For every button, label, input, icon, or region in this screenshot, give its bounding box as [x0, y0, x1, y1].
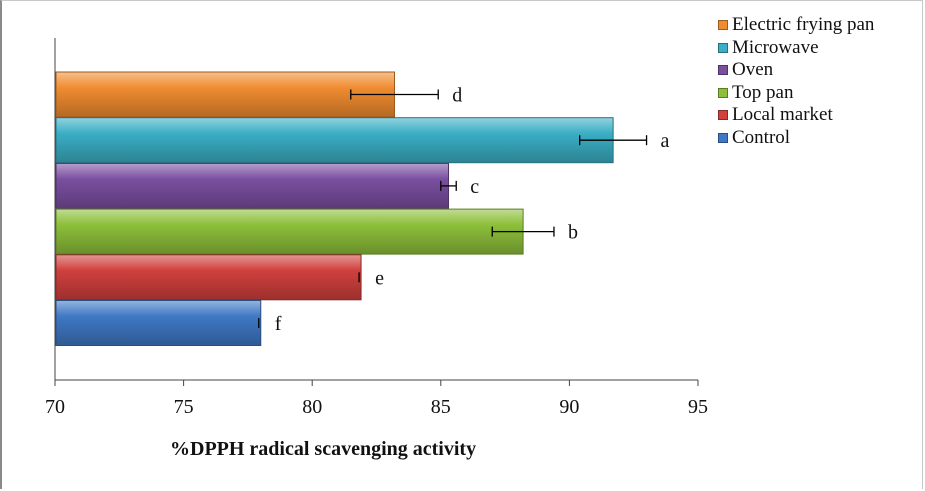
- legend-label: Top pan: [732, 81, 794, 103]
- bar: [55, 162, 450, 209]
- bar: [55, 117, 614, 164]
- legend-label: Oven: [732, 59, 774, 81]
- significance-letter: c: [470, 176, 479, 198]
- x-tick-label: 90: [559, 396, 579, 418]
- legend-item-local-market: Local market: [718, 104, 874, 127]
- legend: Electric frying pan Microwave Oven Top p…: [718, 14, 874, 149]
- x-tick-label: 85: [431, 396, 451, 418]
- legend-label: Local market: [732, 104, 833, 126]
- bar: [55, 208, 524, 255]
- legend-label: Control: [732, 126, 791, 148]
- x-tick-label: 75: [174, 396, 194, 418]
- legend-item-electric-frying-pan: Electric frying pan: [718, 14, 874, 37]
- legend-item-top-pan: Top pan: [718, 82, 874, 105]
- bar: [55, 71, 396, 118]
- legend-swatch-icon: [718, 110, 728, 121]
- legend-swatch-icon: [718, 42, 728, 53]
- legend-item-microwave: Microwave: [718, 37, 874, 60]
- legend-swatch-icon: [718, 132, 728, 143]
- bar: [55, 300, 262, 346]
- significance-letter: e: [375, 267, 384, 289]
- legend-swatch-icon: [718, 87, 728, 98]
- x-axis-title: %DPPH radical scavenging activity: [170, 438, 477, 460]
- bar: [55, 254, 362, 301]
- significance-letter: f: [275, 313, 282, 335]
- legend-item-control: Control: [718, 127, 874, 150]
- x-tick-label: 80: [302, 396, 322, 418]
- x-tick-label: 70: [45, 396, 65, 418]
- legend-label: Electric frying pan: [732, 14, 875, 36]
- legend-item-oven: Oven: [718, 59, 874, 82]
- legend-swatch-icon: [718, 65, 728, 76]
- x-tick-label: 95: [688, 396, 708, 418]
- legend-swatch-icon: [718, 20, 728, 31]
- significance-letter: b: [568, 222, 578, 244]
- legend-label: Microwave: [732, 36, 819, 58]
- significance-letter: d: [452, 85, 462, 107]
- significance-letter: a: [661, 130, 670, 152]
